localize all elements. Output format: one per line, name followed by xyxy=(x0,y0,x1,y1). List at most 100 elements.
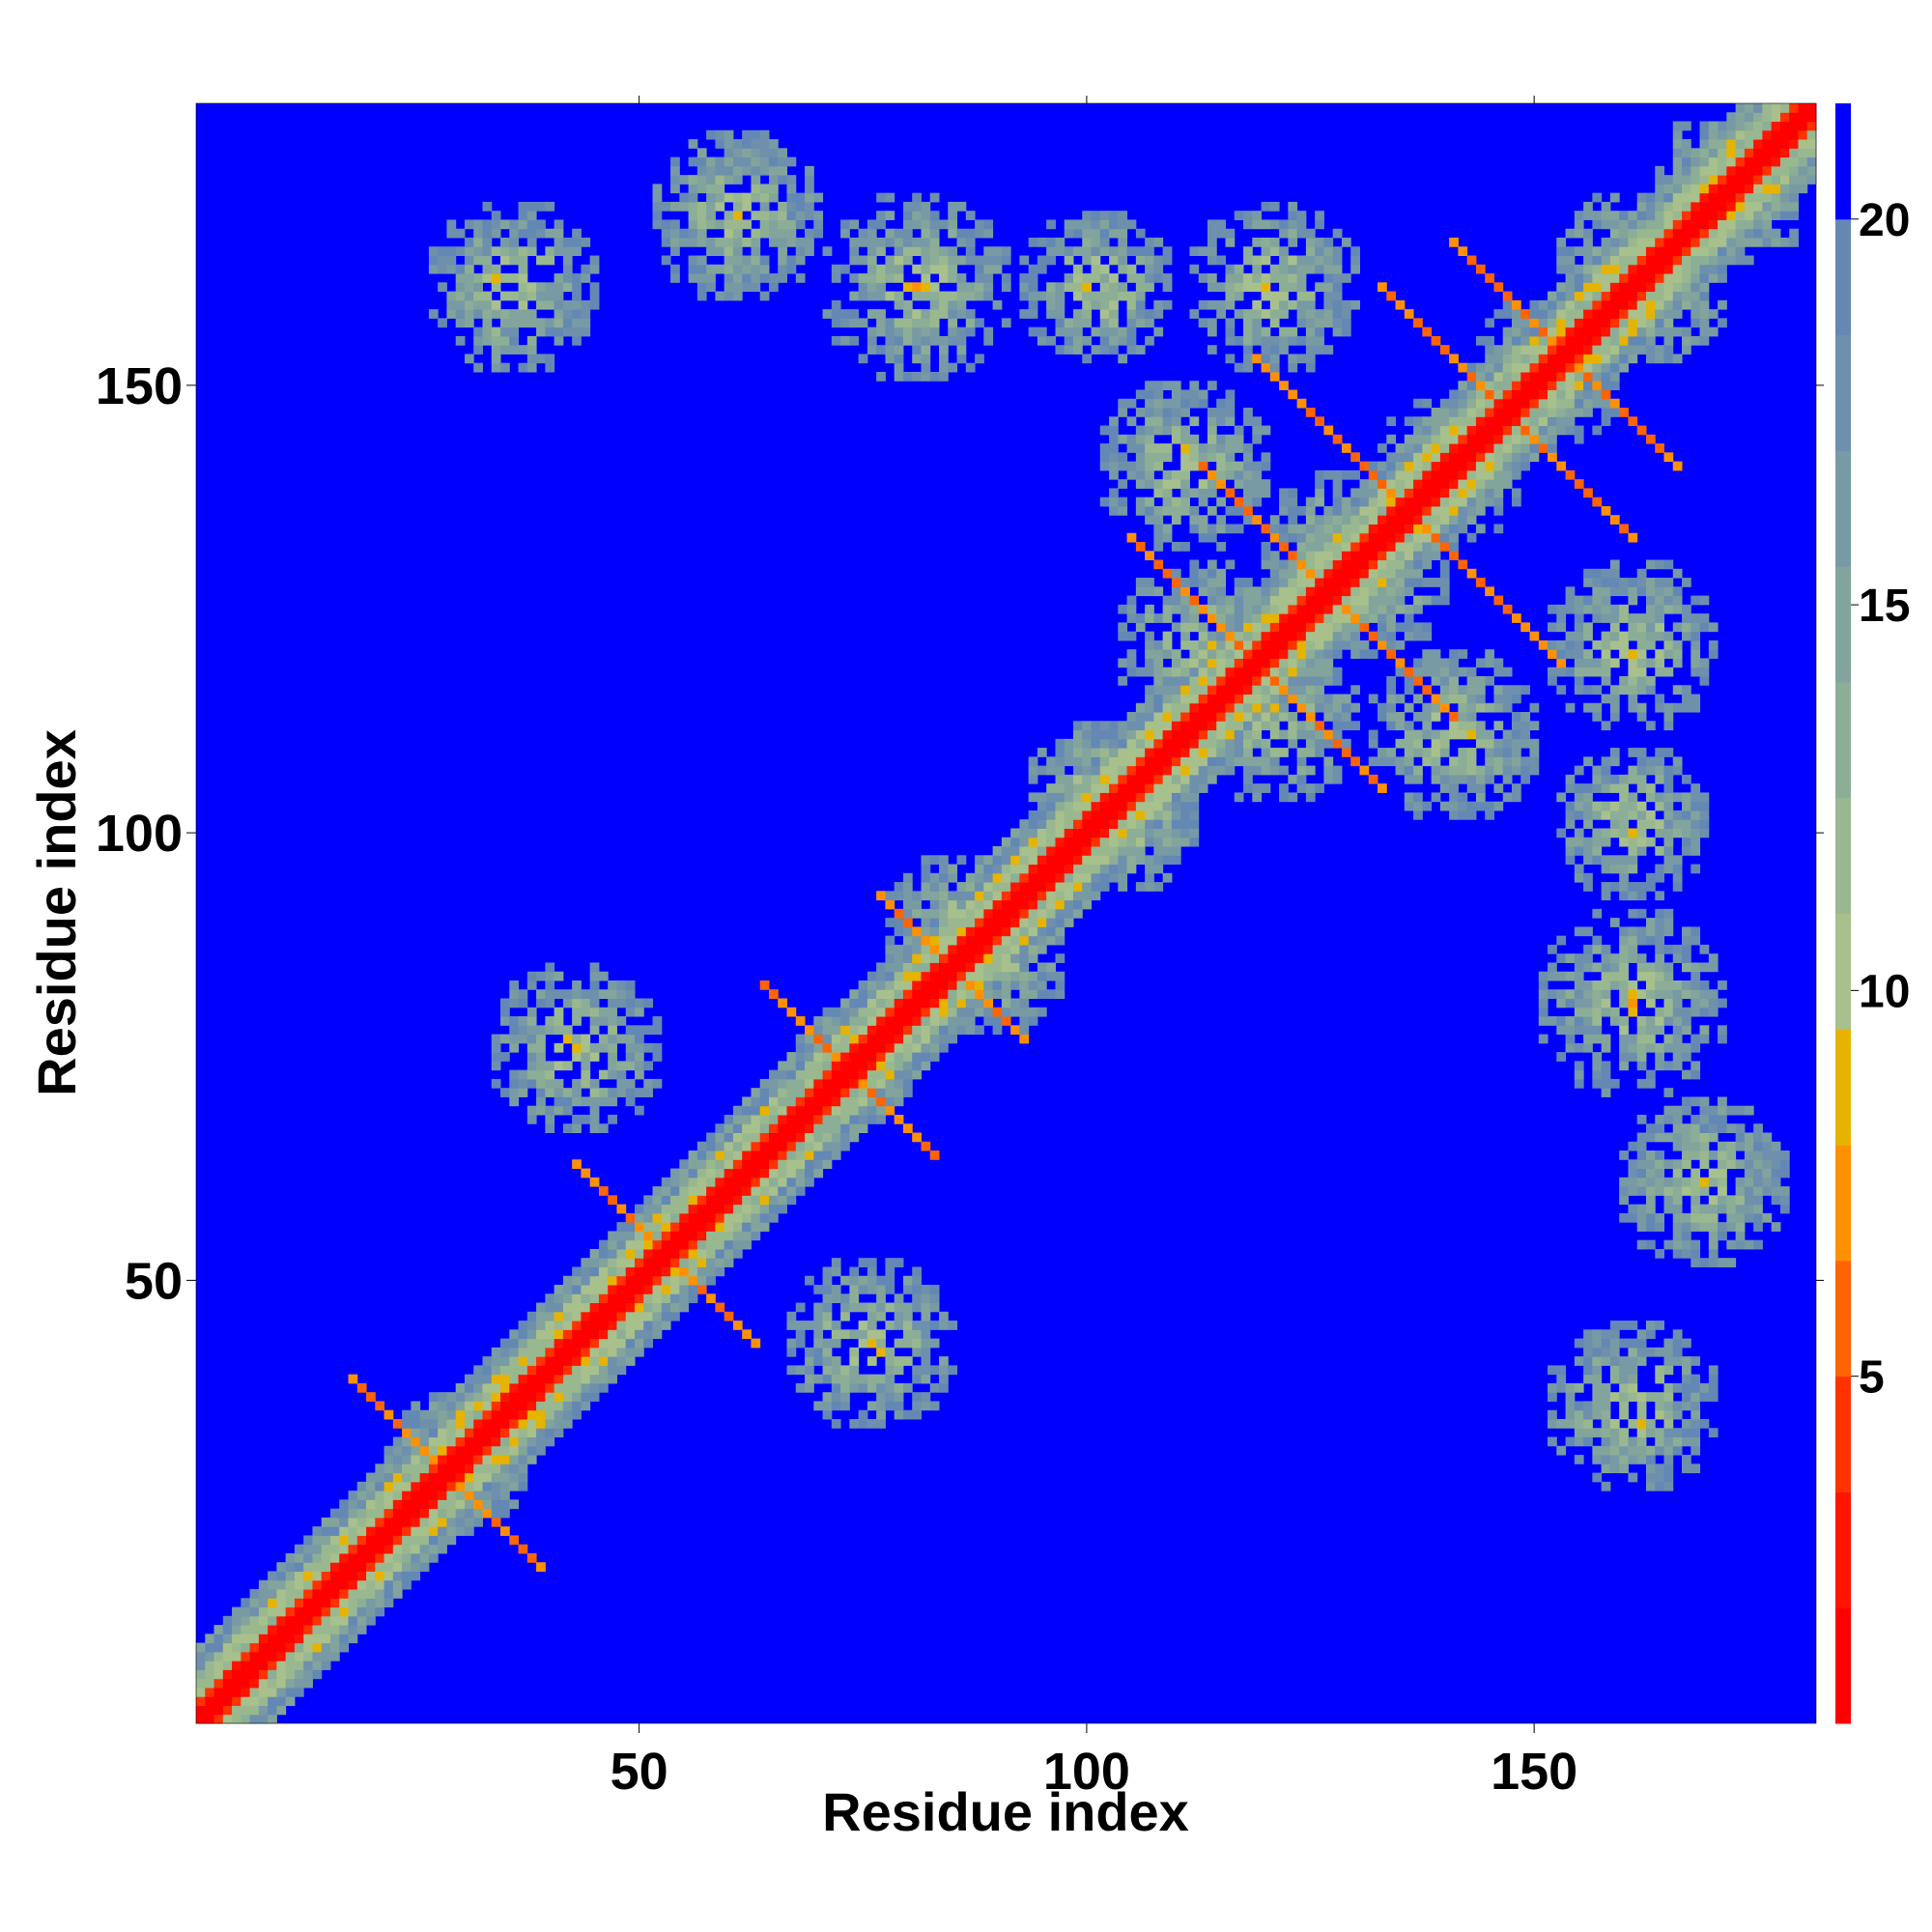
heatmap-cell xyxy=(455,1382,466,1393)
heatmap-cell xyxy=(455,1455,466,1464)
heatmap-cell xyxy=(885,1321,895,1330)
heatmap-cell xyxy=(1082,729,1093,740)
heatmap-cell xyxy=(813,1016,824,1026)
heatmap-cell xyxy=(948,1025,958,1036)
heatmap-cell xyxy=(1198,631,1208,641)
heatmap-cell xyxy=(608,980,617,990)
heatmap-cell xyxy=(867,282,877,293)
heatmap-cell xyxy=(1422,434,1433,444)
heatmap-cell xyxy=(876,219,886,230)
heatmap-cell xyxy=(742,1231,752,1241)
heatmap-cell xyxy=(1082,228,1093,239)
heatmap-cell xyxy=(473,219,483,230)
heatmap-cell xyxy=(473,1382,483,1393)
heatmap-cell xyxy=(526,228,537,239)
heatmap-cell xyxy=(1386,748,1397,757)
heatmap-cell xyxy=(1072,309,1083,319)
heatmap-cell xyxy=(1511,756,1521,767)
heatmap-cell xyxy=(1323,532,1334,543)
heatmap-cell xyxy=(438,1544,447,1554)
heatmap-cell xyxy=(1315,416,1324,427)
heatmap-cell xyxy=(411,1544,421,1554)
heatmap-cell xyxy=(356,1526,367,1536)
heatmap-cell xyxy=(992,246,1003,257)
heatmap-cell xyxy=(696,1248,707,1259)
heatmap-cell xyxy=(652,1311,663,1321)
heatmap-cell xyxy=(742,1204,752,1214)
heatmap-cell xyxy=(1109,282,1119,293)
heatmap-cell xyxy=(894,926,904,937)
heatmap-cell xyxy=(526,1365,537,1376)
heatmap-cell xyxy=(1458,756,1468,767)
heatmap-cell xyxy=(1493,371,1504,382)
heatmap-cell xyxy=(294,1661,304,1670)
heatmap-cell xyxy=(1099,425,1110,436)
heatmap-cell xyxy=(545,1374,555,1384)
heatmap-cell xyxy=(1323,541,1334,552)
heatmap-cell xyxy=(321,1642,331,1653)
heatmap-cell xyxy=(1431,488,1441,498)
heatmap-cell xyxy=(1493,595,1504,606)
heatmap-cell xyxy=(759,255,770,266)
heatmap-cell xyxy=(1556,408,1567,417)
heatmap-cell xyxy=(366,1392,376,1402)
heatmap-cell xyxy=(983,273,994,283)
heatmap-cell xyxy=(1180,801,1190,811)
heatmap-cell xyxy=(706,184,716,194)
heatmap-cell xyxy=(1072,828,1083,838)
heatmap-cell xyxy=(1493,658,1504,668)
heatmap-cell xyxy=(1395,532,1406,543)
heatmap-cell xyxy=(956,354,967,364)
heatmap-cell xyxy=(1279,631,1289,641)
heatmap-cell xyxy=(902,989,913,1000)
heatmap-cell xyxy=(1386,461,1397,471)
heatmap-cell xyxy=(786,1096,797,1107)
heatmap-cell xyxy=(1145,837,1154,847)
heatmap-cell xyxy=(526,1321,537,1330)
heatmap-cell xyxy=(294,1634,304,1644)
heatmap-cell xyxy=(554,309,564,319)
heatmap-cell xyxy=(329,1508,340,1519)
heatmap-cell xyxy=(1404,497,1414,507)
heatmap-cell xyxy=(813,1123,824,1133)
heatmap-cell xyxy=(598,1186,609,1196)
heatmap-cell xyxy=(419,1445,430,1456)
heatmap-cell xyxy=(348,1508,358,1519)
heatmap-cell xyxy=(1359,505,1370,516)
heatmap-cell xyxy=(1037,918,1047,927)
heatmap-cell xyxy=(948,980,958,990)
heatmap-cell xyxy=(1449,783,1459,793)
heatmap-cell xyxy=(1162,524,1173,534)
heatmap-cell xyxy=(724,1204,734,1214)
heatmap-cell xyxy=(1520,729,1531,740)
heatmap-cell xyxy=(1305,639,1316,650)
heatmap-cell xyxy=(1368,568,1378,579)
heatmap-cell xyxy=(1511,765,1521,776)
heatmap-cell xyxy=(992,908,1003,919)
heatmap-cell xyxy=(1145,255,1154,266)
heatmap-cell xyxy=(1118,604,1128,614)
heatmap-cell xyxy=(661,1266,671,1277)
heatmap-cell xyxy=(1315,685,1324,696)
heatmap-cell xyxy=(751,1088,761,1097)
heatmap-cell xyxy=(822,246,833,257)
heatmap-cell xyxy=(500,1455,510,1464)
heatmap-cell xyxy=(312,1615,323,1626)
heatmap-cell xyxy=(1153,541,1164,552)
heatmap-cell xyxy=(1037,837,1047,847)
heatmap-cell xyxy=(446,1491,457,1500)
heatmap-cell xyxy=(1252,273,1263,283)
heatmap-cell xyxy=(375,1508,385,1519)
heatmap-cell xyxy=(509,1078,520,1089)
heatmap-cell xyxy=(526,201,537,212)
heatmap-cell xyxy=(1520,461,1531,471)
heatmap-cell xyxy=(1315,721,1324,731)
heatmap-cell xyxy=(384,1409,394,1420)
heatmap-cell xyxy=(1305,578,1316,587)
heatmap-cell xyxy=(786,1186,797,1196)
heatmap-cell xyxy=(1082,882,1093,892)
heatmap-cell xyxy=(1520,765,1531,776)
heatmap-cell xyxy=(732,1141,743,1151)
heatmap-cell xyxy=(1269,201,1280,212)
heatmap-cell xyxy=(509,1409,520,1420)
